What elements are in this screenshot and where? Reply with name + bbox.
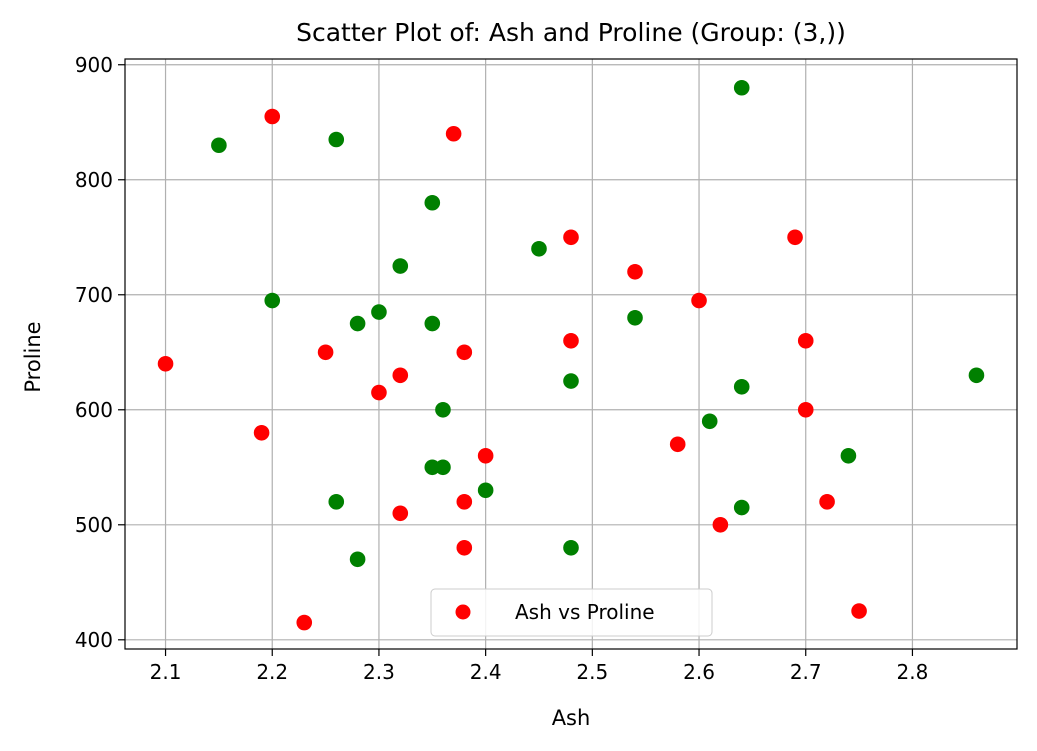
data-point	[264, 108, 281, 125]
data-point	[477, 447, 494, 464]
data-points	[157, 79, 985, 631]
data-point	[456, 344, 473, 361]
x-tick-label: 2.5	[576, 660, 608, 684]
data-point	[349, 551, 366, 568]
legend: Ash vs Proline	[430, 588, 713, 637]
data-point	[563, 332, 579, 349]
data-point	[211, 137, 227, 154]
y-tick-label: 400	[75, 628, 113, 652]
data-point	[456, 539, 473, 556]
data-point	[840, 447, 857, 464]
legend-marker	[455, 604, 471, 620]
y-tick-label: 700	[75, 283, 113, 307]
plot-frame	[124, 58, 1018, 650]
data-point	[797, 332, 814, 349]
data-point	[424, 194, 441, 211]
chart-title: Scatter Plot of: Ash and Proline (Group:…	[296, 18, 846, 47]
data-point	[968, 367, 985, 384]
data-point	[445, 125, 462, 142]
data-point	[701, 413, 718, 430]
data-point	[456, 493, 473, 510]
x-tick-label: 2.2	[256, 660, 288, 684]
data-point	[733, 79, 750, 96]
data-point	[264, 292, 281, 309]
x-tick-label: 2.1	[150, 660, 182, 684]
x-tick-label: 2.3	[363, 660, 395, 684]
data-point	[563, 539, 579, 556]
y-tick-label: 800	[75, 168, 113, 192]
data-point	[435, 459, 451, 476]
data-point	[328, 493, 345, 510]
data-point	[371, 384, 387, 401]
data-point	[851, 603, 867, 619]
data-point	[531, 240, 547, 257]
data-point	[157, 355, 174, 372]
legend-label: Ash vs Proline	[515, 600, 655, 624]
data-point	[435, 401, 451, 418]
y-tick-label: 900	[75, 53, 113, 77]
data-point	[691, 292, 707, 309]
y-axis-label: Proline	[21, 321, 45, 392]
data-point	[371, 304, 387, 320]
data-point	[477, 482, 494, 499]
axis-ticks: 2.1 2.2 2.3 2.4 2.5 2.6 2.7 2.8 400 500 600 700 800 9…	[75, 53, 929, 684]
data-point	[563, 229, 579, 246]
y-tick-label: 600	[75, 398, 113, 422]
x-axis-label: Ash	[552, 706, 591, 730]
data-point	[669, 436, 686, 453]
data-point	[253, 424, 270, 441]
data-point	[296, 614, 313, 631]
y-tick-label: 500	[75, 513, 113, 537]
x-tick-label: 2.4	[470, 660, 502, 684]
legend-box	[430, 588, 713, 637]
data-point	[733, 499, 750, 516]
data-point	[712, 516, 729, 533]
data-point	[424, 315, 441, 332]
data-point	[787, 229, 803, 246]
data-point	[627, 263, 643, 280]
data-point	[392, 367, 409, 384]
data-point	[819, 493, 835, 510]
data-point	[328, 131, 345, 148]
x-tick-label: 2.7	[790, 660, 822, 684]
data-point	[424, 459, 441, 476]
data-point	[797, 401, 814, 418]
data-point	[563, 373, 579, 389]
data-point	[392, 258, 409, 274]
x-tick-label: 2.6	[683, 660, 715, 684]
data-point	[627, 309, 643, 326]
data-point	[317, 344, 334, 361]
data-point	[392, 505, 409, 522]
x-tick-label: 2.8	[897, 660, 929, 684]
data-point	[733, 378, 750, 395]
data-point	[349, 315, 366, 332]
